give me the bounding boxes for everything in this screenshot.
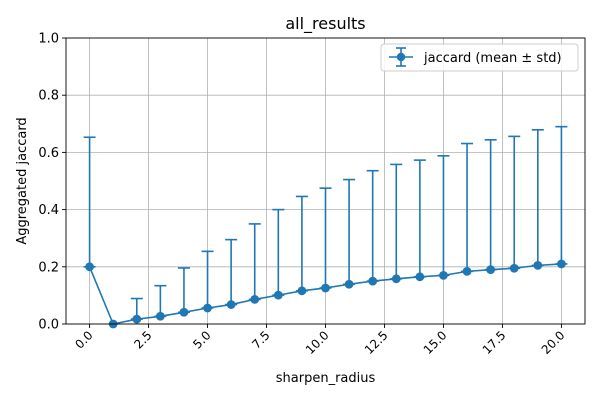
data-point xyxy=(321,283,330,293)
data-point xyxy=(203,303,212,313)
data-point xyxy=(85,262,94,272)
y-axis-label: Aggregated jaccard xyxy=(15,117,30,244)
y-axis-ticks: 0.0 0.2 0.4 0.6 0.8 1.0 xyxy=(38,32,66,333)
series-markers xyxy=(85,259,566,329)
data-point xyxy=(462,266,472,276)
legend: jaccard (mean ± std) xyxy=(380,43,579,72)
data-point xyxy=(415,272,425,282)
legend-marker-swatch xyxy=(396,52,406,62)
y-tick-label: 0.6 xyxy=(38,146,59,161)
y-tick-label: 0.0 xyxy=(38,318,59,333)
y-tick-label: 0.4 xyxy=(38,203,59,218)
data-point xyxy=(155,311,165,321)
y-tick-label: 0.2 xyxy=(38,260,59,275)
data-point xyxy=(509,263,519,273)
chart-title: all_results xyxy=(285,14,365,34)
data-point xyxy=(486,265,496,275)
data-point xyxy=(273,290,283,300)
data-point xyxy=(557,259,566,269)
data-point xyxy=(250,295,260,304)
data-point xyxy=(439,270,448,280)
y-tick-label: 1.0 xyxy=(38,32,59,47)
data-point xyxy=(344,279,354,289)
data-point xyxy=(533,260,543,270)
x-axis-label: sharpen_radius xyxy=(276,371,376,386)
data-point xyxy=(226,300,236,309)
y-tick-label: 0.8 xyxy=(38,89,59,104)
legend-box xyxy=(380,43,579,72)
data-point xyxy=(297,286,307,296)
data-point xyxy=(391,274,401,284)
legend-label: jaccard (mean ± std) xyxy=(423,51,562,66)
data-point xyxy=(368,276,378,286)
data-point xyxy=(179,307,189,317)
data-point xyxy=(132,314,142,324)
